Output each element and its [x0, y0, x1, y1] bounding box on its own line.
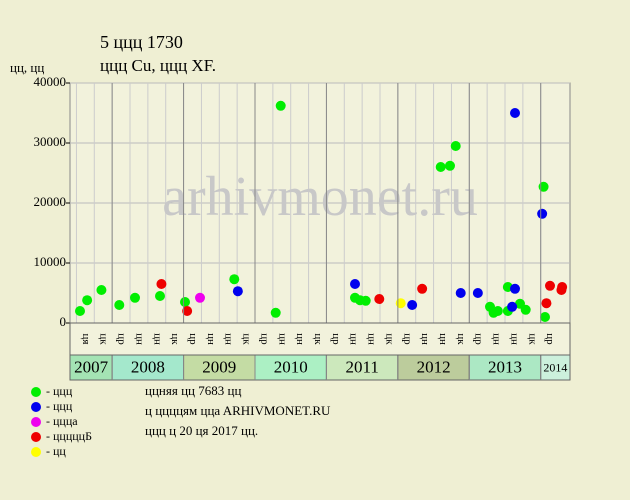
quarter-label: цн [491, 333, 503, 345]
point [472, 288, 483, 298]
quarter-label: цн [133, 333, 145, 345]
point [510, 283, 520, 294]
legend-marker [31, 387, 41, 397]
point [82, 295, 93, 306]
quarter-label: цк [526, 333, 538, 345]
quarter-label: цк [312, 333, 324, 345]
quarter-row [69, 322, 571, 356]
point [229, 274, 240, 285]
y-tick-label: 30000 [34, 134, 67, 149]
point [270, 307, 281, 318]
quarter-label: ця [80, 334, 92, 345]
quarter-label: цн [419, 333, 431, 345]
point [538, 181, 549, 192]
note: ццц ц 20 ця 2017 цц. [145, 423, 258, 438]
quarter-label: цр [473, 333, 485, 345]
legend-label: - ццц [46, 384, 73, 398]
quarter-label: цр [187, 333, 199, 345]
year-label: 2007 [74, 357, 109, 376]
point [540, 312, 550, 322]
quarter-label: цк [383, 333, 395, 345]
quarter-label: цн [276, 333, 288, 345]
note: ццняя цц 7683 цц [145, 383, 241, 398]
point [180, 297, 190, 307]
point [374, 294, 385, 304]
point [537, 208, 548, 219]
legend-marker [31, 432, 41, 442]
point [114, 300, 125, 310]
point [507, 301, 518, 312]
legend-label: - ццца [46, 414, 78, 428]
quarter-label: цн [366, 333, 378, 345]
quarter-label: цр [116, 333, 128, 345]
year-band [111, 354, 185, 381]
y-tick-label: 10000 [34, 254, 67, 269]
year-band [325, 354, 399, 381]
point [417, 283, 428, 294]
chart-title: 5 ццц 1730 [100, 32, 183, 52]
quarter-label: цн [437, 333, 449, 345]
point [510, 108, 520, 118]
watermark: arhivmonet.ru [162, 166, 478, 228]
legend-marker [31, 447, 41, 457]
point [75, 306, 85, 316]
point [232, 286, 243, 297]
quarter-label: цр [330, 333, 342, 345]
point [407, 300, 418, 310]
legend-label: - цццццБ [46, 429, 92, 443]
point [395, 298, 406, 309]
point [195, 292, 205, 303]
y-tick-label: 0 [60, 314, 67, 329]
legend-label: - цц [46, 444, 66, 458]
quarter-label: цн [348, 333, 360, 345]
note: ц ццццям ццa ARHIVMONET.RU [145, 403, 331, 418]
point [450, 141, 461, 151]
point [156, 279, 167, 289]
quarter-label: цр [401, 333, 413, 345]
quarter-label: цн [223, 333, 235, 345]
year-label: 2009 [202, 357, 236, 376]
legend-marker [31, 417, 41, 427]
point [492, 306, 503, 316]
quarter-label: цк [169, 333, 181, 345]
point [520, 304, 531, 315]
quarter-label: цк [241, 333, 253, 345]
quarter-label: цр [544, 333, 556, 345]
point [445, 160, 455, 171]
point [541, 298, 552, 309]
year-label: 2011 [345, 357, 378, 376]
point [557, 282, 568, 292]
year-band [254, 354, 327, 381]
year-label: 2014 [543, 360, 567, 374]
year-label: 2008 [131, 357, 165, 376]
point [182, 306, 193, 316]
point [360, 295, 371, 306]
legend-label: - ццц [46, 399, 73, 413]
point [130, 292, 140, 303]
point [455, 288, 466, 298]
year-label: 2012 [417, 357, 451, 376]
quarter-label: цк [98, 333, 110, 345]
year-label: 2010 [274, 357, 308, 376]
quarter-label: цн [151, 333, 163, 345]
point [155, 291, 165, 301]
quarter-label: цн [508, 333, 520, 345]
y-tick-label: 40000 [34, 74, 67, 89]
point [350, 279, 360, 289]
quarter-label: цк [455, 333, 467, 345]
year-label: 2013 [488, 357, 522, 376]
y-axis-label: цц, цц [10, 60, 44, 75]
chart-subtitle: ццц Cu, ццц XF. [100, 56, 216, 75]
y-tick-label: 20000 [34, 194, 67, 209]
quarter-label: цн [205, 333, 217, 345]
quarter-label: цр [258, 333, 270, 345]
point [275, 100, 286, 111]
point [96, 285, 107, 295]
point [545, 280, 555, 291]
point [435, 162, 446, 172]
quarter-label: цн [294, 333, 306, 345]
legend-marker [31, 402, 41, 412]
